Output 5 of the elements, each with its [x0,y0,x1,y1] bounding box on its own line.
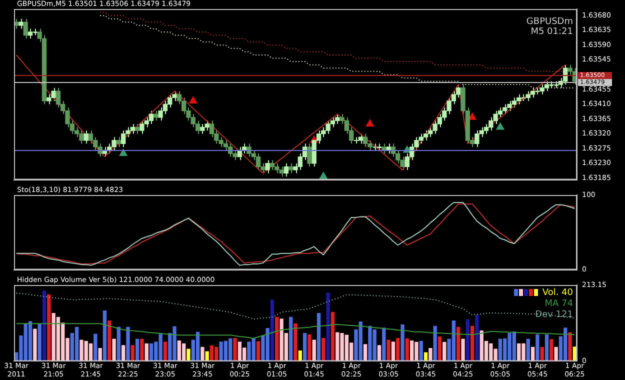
series-label: Dev 121 [535,310,573,320]
text: MA 74 [544,299,573,309]
annotation: GBPUSDm [526,17,573,27]
annotation: M5 01:21 [530,27,573,37]
legend-label: Vol. 40 [542,288,573,298]
